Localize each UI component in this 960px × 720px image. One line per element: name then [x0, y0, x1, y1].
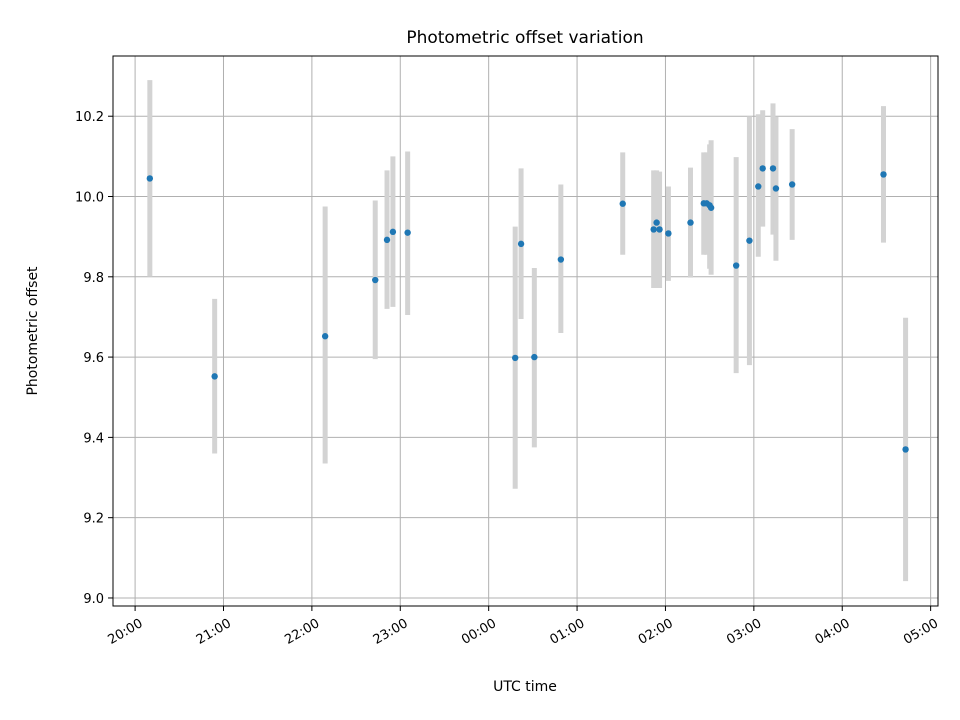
grid-layer — [113, 56, 938, 606]
data-point — [517, 240, 525, 248]
y-tick-label: 10.0 — [75, 191, 104, 206]
data-point — [755, 183, 762, 190]
y-tick-label: 10.2 — [75, 110, 104, 125]
data-point — [557, 256, 565, 263]
data-point — [321, 333, 329, 340]
y-tick-label: 9.0 — [83, 592, 104, 607]
data-point — [902, 446, 909, 453]
data-point — [665, 230, 672, 237]
data-point — [880, 171, 887, 178]
data-point — [146, 175, 154, 182]
y-axis: 9.0 9.2 9.4 9.6 9.8 10.0 10.2 — [75, 110, 113, 607]
point-layer — [146, 165, 909, 453]
data-point — [769, 165, 777, 172]
y-tick-label: 9.6 — [83, 351, 104, 366]
data-point — [531, 353, 538, 361]
data-point — [687, 219, 694, 226]
data-point — [372, 276, 379, 284]
data-point — [707, 204, 715, 211]
data-point — [732, 262, 740, 269]
data-point — [404, 229, 411, 236]
data-point — [788, 181, 796, 188]
data-point — [653, 219, 660, 226]
y-tick-label: 9.2 — [83, 512, 104, 527]
chart-title: Photometric offset variation — [406, 28, 643, 48]
plot-area — [113, 56, 938, 606]
data-point — [746, 237, 753, 244]
data-point — [656, 226, 663, 233]
y-tick-label: 9.8 — [83, 271, 104, 286]
data-point — [619, 200, 626, 207]
data-point — [772, 185, 780, 192]
data-point — [511, 354, 519, 362]
y-tick-label: 9.4 — [83, 431, 104, 446]
data-point — [211, 373, 218, 380]
data-point — [389, 228, 397, 236]
x-axis-label: UTC time — [493, 679, 557, 695]
data-point — [759, 165, 766, 172]
y-axis-label: Photometric offset — [25, 266, 41, 396]
data-point — [650, 226, 657, 233]
plot-frame — [112, 55, 939, 607]
data-point — [383, 236, 391, 244]
